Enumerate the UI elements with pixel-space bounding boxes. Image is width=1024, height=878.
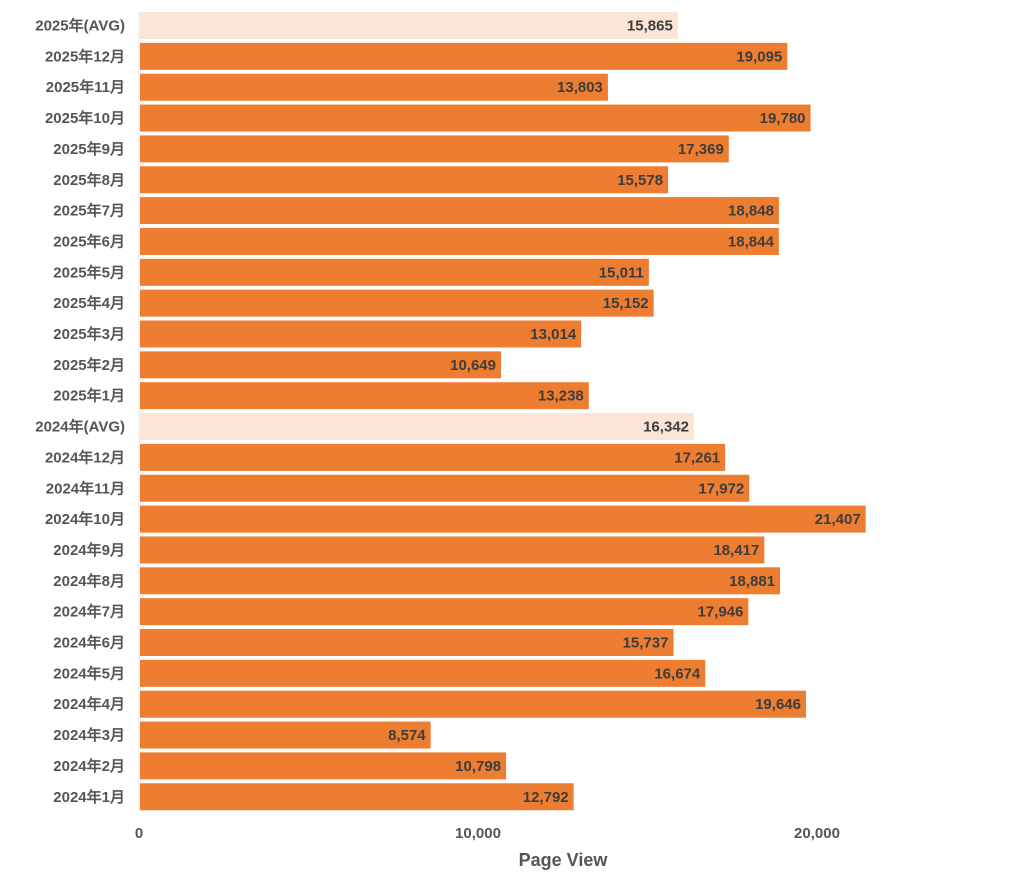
- month-bar: [140, 73, 608, 101]
- bars-layer: [140, 12, 866, 811]
- month-bar: [140, 443, 726, 471]
- value-label: 19,095: [736, 48, 782, 65]
- category-labels: 2025年(AVG) 2025年12月 2025年11月 2025年10月 2025年9…: [35, 17, 125, 806]
- value-label: 15,011: [599, 264, 644, 281]
- month-bar: [140, 289, 654, 317]
- category-label: 2025年5月: [53, 263, 125, 281]
- value-labels: 15,865 19,095 13,803 19,780 17,369 15,578 18,8…: [388, 18, 861, 806]
- x-axis-title: Page View: [519, 850, 609, 870]
- value-label: 10,649: [450, 357, 496, 374]
- value-label: 18,417: [713, 542, 759, 559]
- value-label: 15,865: [627, 18, 673, 35]
- value-label: 15,578: [617, 172, 663, 189]
- month-bar: [140, 659, 706, 687]
- category-label: 2024年9月: [53, 541, 125, 559]
- month-bar: [140, 135, 729, 163]
- category-label: 2024年11月: [46, 479, 125, 497]
- category-label: 2024年1月: [53, 788, 125, 806]
- month-bar: [140, 320, 582, 348]
- month-bar: [140, 227, 779, 255]
- month-bar: [140, 474, 750, 502]
- value-label: 8,574: [388, 727, 426, 744]
- category-label: 2024年7月: [53, 603, 125, 621]
- value-label: 17,261: [674, 449, 720, 466]
- x-tick-label: 0: [135, 825, 143, 842]
- x-axis-ticks: 0 10,000 20,000: [135, 825, 840, 842]
- month-bar: [140, 505, 866, 533]
- value-label: 15,152: [603, 295, 649, 312]
- category-label: 2025年6月: [53, 232, 125, 250]
- month-bar: [140, 536, 765, 564]
- month-bar: [140, 752, 507, 780]
- month-bar: [140, 598, 749, 626]
- category-label: 2024年(AVG): [35, 418, 125, 436]
- value-label: 18,881: [729, 573, 775, 590]
- value-label: 10,798: [455, 758, 501, 775]
- month-bar: [140, 104, 811, 132]
- category-label: 2025年3月: [53, 325, 125, 343]
- average-bar: [140, 413, 694, 441]
- month-bar: [140, 783, 574, 811]
- month-bar: [140, 166, 669, 194]
- category-label: 2024年12月: [45, 448, 125, 466]
- category-label: 2025年9月: [53, 140, 125, 158]
- value-label: 16,342: [643, 419, 689, 436]
- month-bar: [140, 721, 431, 749]
- value-label: 18,844: [728, 233, 775, 250]
- value-label: 15,737: [623, 635, 669, 652]
- month-bar: [140, 567, 781, 595]
- value-label: 13,014: [530, 326, 577, 343]
- category-label: 2025年12月: [45, 47, 125, 65]
- x-tick-label: 10,000: [455, 825, 501, 842]
- category-label: 2025年2月: [53, 356, 125, 374]
- average-bar: [140, 12, 678, 39]
- value-label: 18,848: [728, 203, 774, 220]
- month-bar: [140, 42, 788, 70]
- month-bar: [140, 629, 674, 656]
- x-tick-label: 20,000: [794, 825, 840, 842]
- category-label: 2025年10月: [45, 109, 125, 127]
- category-label: 2025年1月: [53, 387, 125, 405]
- value-label: 16,674: [654, 665, 701, 682]
- value-label: 13,238: [538, 388, 584, 405]
- value-label: 17,946: [697, 604, 743, 621]
- category-label: 2025年4月: [53, 294, 125, 312]
- value-label: 19,646: [755, 696, 801, 713]
- month-bar: [140, 197, 779, 225]
- value-label: 12,792: [523, 789, 569, 806]
- category-label: 2024年4月: [53, 695, 125, 713]
- category-label: 2025年11月: [46, 78, 125, 96]
- category-label: 2024年5月: [53, 664, 125, 682]
- month-bar: [140, 382, 589, 410]
- month-bar: [140, 690, 806, 718]
- category-label: 2025年7月: [53, 202, 125, 220]
- value-label: 13,803: [557, 79, 603, 96]
- value-label: 21,407: [815, 511, 861, 528]
- value-label: 17,972: [698, 480, 744, 497]
- category-label: 2024年6月: [53, 634, 125, 652]
- month-bar: [140, 258, 649, 286]
- category-label: 2024年10月: [45, 510, 125, 528]
- category-label: 2024年2月: [53, 757, 125, 775]
- value-label: 17,369: [678, 141, 724, 158]
- value-label: 19,780: [760, 110, 806, 127]
- category-label: 2024年8月: [53, 572, 125, 590]
- category-label: 2025年8月: [53, 171, 125, 189]
- month-bar: [140, 351, 502, 379]
- category-label: 2024年3月: [53, 726, 125, 744]
- category-label: 2025年(AVG): [35, 17, 125, 35]
